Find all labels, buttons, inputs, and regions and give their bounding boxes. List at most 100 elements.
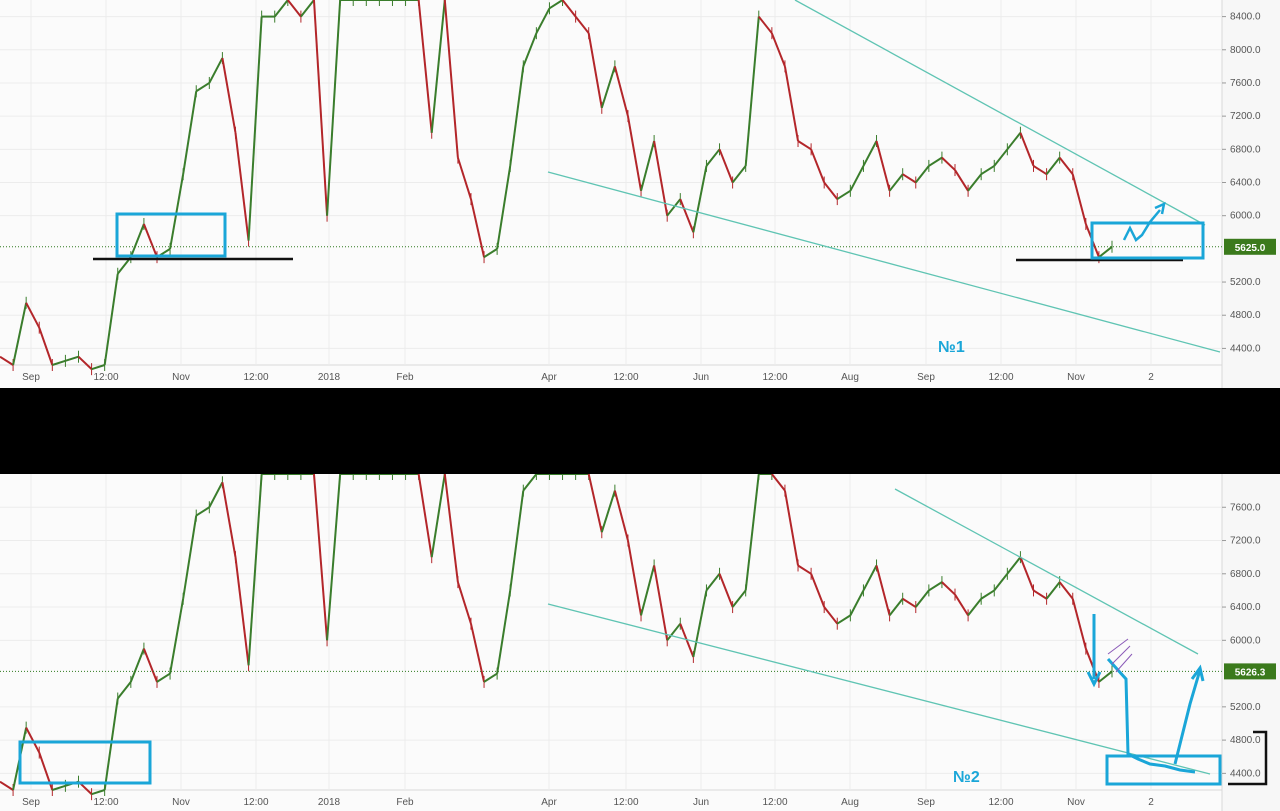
price-segment [182, 515, 198, 599]
x-tick-label: 12:00 [988, 797, 1013, 808]
price-segment [666, 198, 682, 217]
upper-trendline [794, 0, 1206, 226]
price-segment [587, 33, 603, 109]
price-segment [129, 223, 145, 258]
price-segment [469, 623, 486, 683]
y-tick-label: 6000.0 [1230, 211, 1261, 222]
price-segment [52, 359, 66, 366]
price-segment [626, 115, 643, 191]
black-bracket [1228, 730, 1268, 786]
price-segment [797, 140, 812, 151]
price-segment [1098, 670, 1113, 683]
price-segment [954, 594, 969, 616]
price-segment [456, 157, 472, 200]
y-tick-label: 8000.0 [1230, 45, 1261, 56]
price-segment [941, 581, 956, 596]
y-tick-label: 5200.0 [1230, 277, 1261, 288]
x-tick-label: Sep [22, 372, 40, 383]
x-tick-label: Apr [541, 797, 557, 808]
x-tick-label: 12:00 [93, 372, 118, 383]
upper-trendline [894, 488, 1199, 655]
y-tick-label: 7600.0 [1230, 502, 1261, 513]
price-segment [312, 474, 329, 641]
down-arrowhead [1086, 671, 1102, 688]
price-segment [522, 32, 538, 67]
y-tick-label: 6000.0 [1230, 635, 1261, 646]
price-segment [902, 597, 917, 608]
price-segment [613, 66, 629, 117]
x-tick-label: Feb [396, 797, 414, 808]
price-segment [116, 681, 132, 700]
price-segment [980, 165, 995, 176]
projection-path [1106, 657, 1196, 774]
price-segment [430, 0, 446, 133]
price-segment [600, 66, 616, 109]
price-segment [783, 490, 800, 566]
price-segment [1045, 581, 1061, 600]
price-segment [928, 581, 943, 592]
x-tick-label: 12:00 [243, 797, 268, 808]
price-segment [744, 474, 760, 591]
x-tick-label: 12:00 [613, 372, 638, 383]
price-segment [443, 0, 459, 158]
price-axis [1222, 0, 1280, 388]
y-tick-label: 4400.0 [1230, 343, 1261, 354]
x-tick-label: Nov [1067, 797, 1085, 808]
x-tick-label: 12:00 [762, 372, 787, 383]
lower-trendline [547, 603, 1211, 775]
price-segment [456, 581, 472, 624]
highlight-box-left [18, 740, 152, 785]
price-segment [1098, 246, 1113, 258]
price-segment [509, 66, 525, 167]
price-segment [613, 490, 629, 541]
price-segment [770, 32, 786, 67]
price-segment [221, 482, 237, 558]
price-segment [692, 590, 708, 658]
price-segment [849, 589, 865, 616]
price-segment [195, 506, 210, 517]
price-segment [548, 0, 564, 10]
price-segment [561, 0, 577, 18]
price-segment [888, 598, 904, 616]
price-segment [718, 573, 734, 608]
y-tick-label: 6800.0 [1230, 569, 1261, 580]
x-tick-label: 12:00 [762, 797, 787, 808]
price-segment [731, 589, 747, 608]
price-segment [1058, 581, 1074, 600]
hatch-marks [1107, 638, 1133, 673]
price-segment [287, 0, 302, 18]
price-segment [902, 173, 917, 184]
price-segment [208, 481, 224, 508]
price-segment [326, 474, 342, 641]
price-segment [247, 16, 263, 241]
price-segment [980, 589, 995, 600]
x-tick-label: 2 [1148, 372, 1154, 383]
price-segment [862, 565, 878, 591]
price-segment [52, 784, 66, 791]
price-segment [195, 82, 210, 93]
price-segment [928, 156, 943, 167]
price-segment [0, 780, 14, 791]
x-tick-label: Jun [693, 797, 709, 808]
price-segment [810, 148, 826, 183]
x-tick-label: 2018 [318, 797, 341, 808]
price-segment [718, 148, 734, 183]
highlight-box-left [115, 212, 227, 258]
price-segment [483, 672, 498, 683]
price-segment [142, 223, 158, 258]
x-tick-label: 12:00 [243, 372, 268, 383]
x-tick-label: 12:00 [988, 372, 1013, 383]
x-tick-label: Jun [693, 372, 709, 383]
x-tick-label: 2 [1148, 797, 1154, 808]
price-segment [38, 327, 54, 366]
panel-number-label: №1 [938, 339, 965, 356]
price-segment [0, 355, 14, 366]
price-segment [12, 302, 28, 366]
x-tick-label: Feb [396, 372, 414, 383]
y-tick-label: 4400.0 [1230, 768, 1261, 779]
price-segment [169, 174, 185, 250]
current-price-tag [1224, 663, 1276, 680]
current-price-tag [1224, 238, 1276, 255]
current-price-label: 5625.0 [1235, 243, 1266, 254]
current-price-label: 5626.3 [1235, 667, 1266, 678]
